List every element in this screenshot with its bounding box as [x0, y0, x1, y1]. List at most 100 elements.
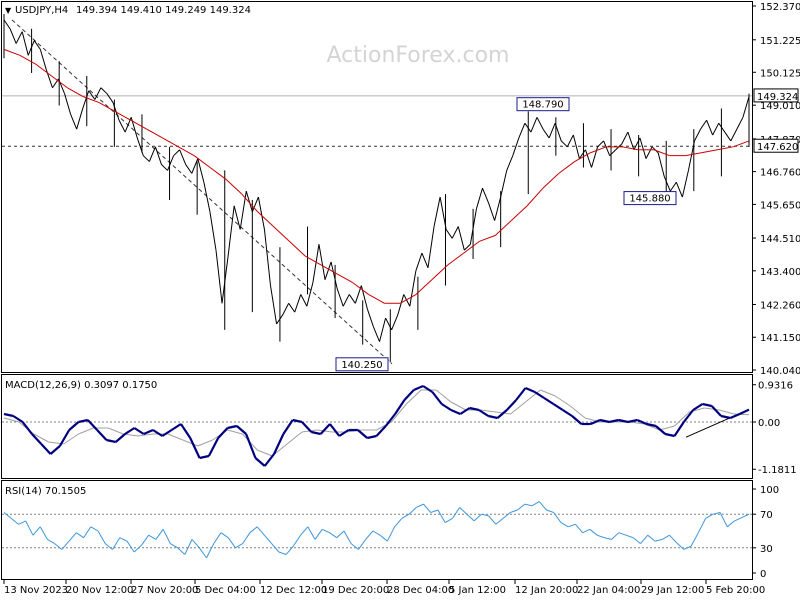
macd-main-segment: [329, 423, 341, 437]
macd-main-segment: [552, 403, 564, 411]
price-segment: [572, 134, 580, 159]
macd-signal-segment: [138, 433, 154, 437]
ma-segment: [526, 187, 544, 207]
ma-segment: [162, 137, 179, 148]
macd-main-segment: [664, 432, 675, 438]
macd-main-segment: [627, 418, 638, 424]
price-segment: [203, 182, 211, 212]
price-segment: [609, 149, 617, 157]
rsi-segment: [10, 518, 19, 525]
rsi-segment: [408, 507, 417, 515]
ma-segment: [114, 110, 132, 121]
price-segment: [494, 196, 502, 221]
rsi-segment: [198, 547, 207, 559]
rsi-segment: [661, 534, 670, 540]
rsi-title: RSI(14) 70.1505: [5, 486, 86, 497]
rsi-segment: [278, 551, 287, 555]
ma-segment: [35, 63, 52, 77]
rsi-segment: [473, 513, 482, 522]
price-segment: [385, 317, 393, 331]
rsi-segment: [162, 529, 171, 544]
price-segment: [191, 158, 199, 174]
macd-main-segment: [207, 437, 220, 457]
macd-main-segment: [636, 418, 647, 426]
macd-main-segment: [590, 418, 601, 426]
price-segment: [39, 49, 47, 71]
price-segment: [136, 137, 144, 156]
macd-main-segment: [87, 419, 98, 431]
rsi-segment: [184, 539, 193, 555]
macd-signal-segment: [167, 433, 183, 441]
price-segment: [227, 205, 235, 257]
macd-main-segment: [31, 433, 43, 445]
rsi-segment: [119, 537, 128, 542]
macd-main-segment: [338, 429, 350, 437]
price-annotation-label: 148.790: [522, 100, 563, 111]
price-axis-label: 144.510: [760, 234, 800, 245]
rsi-segment: [466, 513, 475, 522]
ma-segment: [590, 146, 607, 154]
rsi-segment: [517, 503, 526, 511]
price-segment: [736, 117, 744, 130]
price-segment: [167, 155, 175, 171]
macd-signal-segment: [450, 401, 467, 411]
rsi-segment: [191, 539, 200, 549]
price-segment: [475, 188, 483, 209]
rsi-segment: [256, 526, 265, 536]
ma-segment: [130, 119, 147, 130]
macd-signal-segment: [227, 429, 243, 435]
macd-main-segment: [478, 409, 489, 417]
price-segment: [82, 90, 90, 109]
price-segment: [336, 288, 344, 307]
rsi-segment: [589, 528, 598, 536]
dropdown-arrow-icon[interactable]: ▼: [5, 6, 12, 15]
macd-main-segment: [58, 429, 71, 447]
macd-signal-segment: [33, 433, 49, 443]
macd-signal-segment: [734, 413, 750, 416]
price-segment: [373, 326, 380, 342]
price-segment: [566, 134, 574, 148]
macd-main-segment: [682, 409, 694, 423]
macd-main-segment: [403, 389, 415, 401]
macd-main-segment: [133, 427, 145, 435]
rsi-segment: [726, 520, 735, 528]
rsi-segment: [97, 530, 106, 544]
x-axis-label: 22 Jan 04:00: [577, 585, 640, 596]
rsi-segment: [379, 534, 388, 542]
rsi-segment: [430, 509, 439, 513]
price-segment: [445, 229, 453, 239]
x-axis-label: 5 Dec 04:00: [195, 585, 256, 596]
rsi-segment: [155, 529, 164, 540]
price-segment: [142, 155, 150, 162]
price-segment: [518, 123, 526, 139]
rsi-segment: [481, 513, 489, 517]
price-axis-label: 142.260: [760, 300, 800, 311]
price-segment: [578, 149, 586, 159]
rsi-segment: [401, 513, 410, 519]
rsi-segment: [112, 537, 121, 550]
rsi-segment: [444, 517, 453, 524]
last-price-tag: [753, 88, 799, 103]
macd-axis-label: -1.1811: [758, 465, 797, 476]
ma-segment: [717, 146, 734, 151]
price-segment: [288, 302, 296, 313]
macd-signal-segment: [525, 389, 541, 403]
macd-main-segment: [106, 438, 116, 444]
price-segment: [663, 176, 671, 192]
price-segment: [433, 196, 441, 227]
rsi-segment: [575, 523, 584, 534]
rsi-segment: [705, 513, 714, 519]
price-segment: [251, 196, 259, 212]
rsi-segment: [712, 512, 721, 515]
macd-main-segment: [254, 457, 266, 467]
x-axis-label: 12 Dec 12:00: [260, 585, 327, 596]
rsi-segment: [343, 530, 352, 544]
rsi-segment: [654, 538, 663, 542]
macd-main-segment: [413, 384, 424, 392]
price-segment: [742, 96, 750, 118]
rsi-segment: [54, 543, 63, 550]
macd-main-segment: [692, 403, 704, 411]
price-segment: [391, 314, 399, 331]
price-segment: [603, 140, 611, 156]
macd-main-segment: [199, 454, 210, 460]
